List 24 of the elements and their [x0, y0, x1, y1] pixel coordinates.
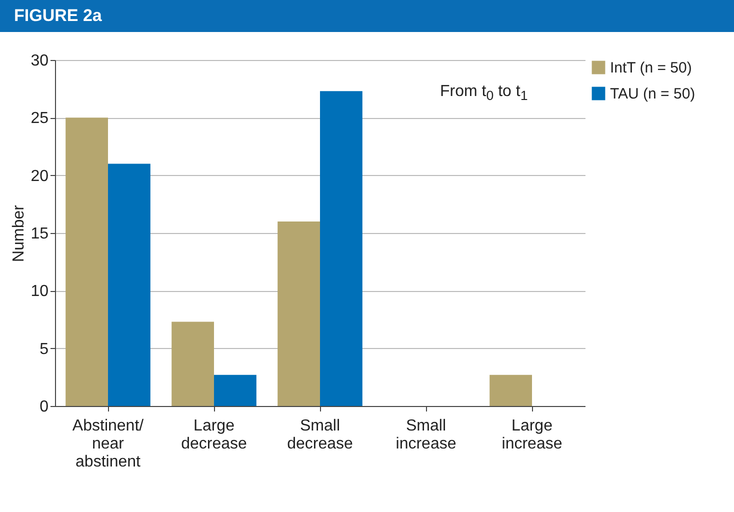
y-tick-label: 5: [40, 340, 49, 358]
y-tick-label: 0: [40, 398, 49, 416]
legend-label: TAU (n = 50): [610, 86, 696, 102]
y-tick-label: 25: [30, 110, 49, 128]
bar: [66, 118, 108, 406]
x-tick-label: Small increase: [396, 418, 456, 452]
x-tick-label: Abstinent/ near abstinent: [72, 418, 144, 470]
bar: [172, 322, 214, 406]
bar: [490, 374, 532, 406]
bar: [278, 221, 320, 406]
bar: [108, 164, 150, 406]
x-tick-label: Small decrease: [287, 418, 354, 452]
x-tick-label: Large decrease: [181, 418, 248, 452]
bar: [320, 91, 362, 406]
y-axis-title: Number: [10, 204, 28, 262]
legend-label: IntT (n = 50): [610, 60, 692, 76]
chart-title: FIGURE 2a: [0, 0, 734, 32]
y-tick-label: 30: [30, 52, 49, 70]
y-tick-label: 15: [30, 226, 49, 242]
y-tick-label: 20: [30, 168, 49, 185]
bar: [214, 374, 256, 406]
x-tick-label: Large increase: [502, 418, 562, 452]
y-tick-label: 10: [30, 283, 49, 300]
annotation: From t$_{0}$ to t$_{1}$: [440, 82, 528, 106]
